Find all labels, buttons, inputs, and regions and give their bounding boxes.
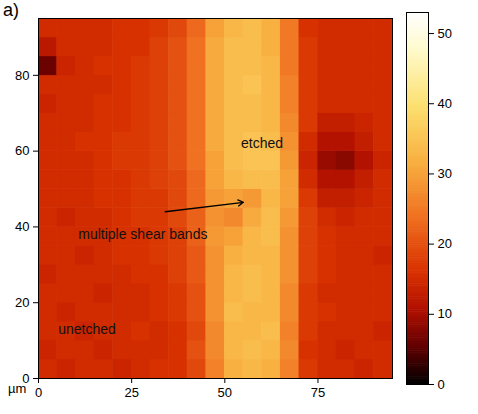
svg-text:50: 50 (218, 385, 232, 400)
svg-text:10: 10 (438, 306, 452, 321)
svg-text:40: 40 (438, 96, 452, 111)
html-text:a): a) (3, 0, 19, 20)
svg-text:40: 40 (15, 219, 29, 234)
svg-text:0: 0 (438, 377, 445, 392)
svg-text:30: 30 (438, 166, 452, 181)
svg-text:25: 25 (124, 385, 138, 400)
html-text:µm: µm (8, 381, 27, 396)
svg-text:75: 75 (311, 385, 325, 400)
svg-text:50: 50 (438, 26, 452, 41)
svg-text:20: 20 (438, 236, 452, 251)
svg-text:20: 20 (15, 295, 29, 310)
svg-text:etched: etched (241, 135, 283, 151)
svg-text:0: 0 (22, 370, 30, 386)
svg-text:80: 80 (15, 68, 29, 83)
svg-text:multiple shear bands: multiple shear bands (78, 226, 207, 242)
svg-text:60: 60 (15, 143, 29, 158)
svg-text:0: 0 (35, 385, 42, 400)
svg-text:unetched: unetched (58, 321, 116, 337)
